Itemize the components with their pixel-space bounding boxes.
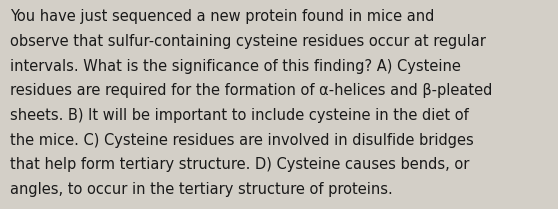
Text: observe that sulfur-containing cysteine residues occur at regular: observe that sulfur-containing cysteine …: [10, 34, 486, 49]
Text: that help form tertiary structure. D) Cysteine causes bends, or: that help form tertiary structure. D) Cy…: [10, 157, 469, 172]
Text: angles, to occur in the tertiary structure of proteins.: angles, to occur in the tertiary structu…: [10, 182, 393, 197]
Text: the mice. C) Cysteine residues are involved in disulfide bridges: the mice. C) Cysteine residues are invol…: [10, 133, 474, 148]
Text: residues are required for the formation of α-helices and β-pleated: residues are required for the formation …: [10, 83, 492, 98]
Text: You have just sequenced a new protein found in mice and: You have just sequenced a new protein fo…: [10, 9, 435, 24]
Text: intervals. What is the significance of this finding? A) Cysteine: intervals. What is the significance of t…: [10, 59, 461, 74]
Text: sheets. B) It will be important to include cysteine in the diet of: sheets. B) It will be important to inclu…: [10, 108, 469, 123]
